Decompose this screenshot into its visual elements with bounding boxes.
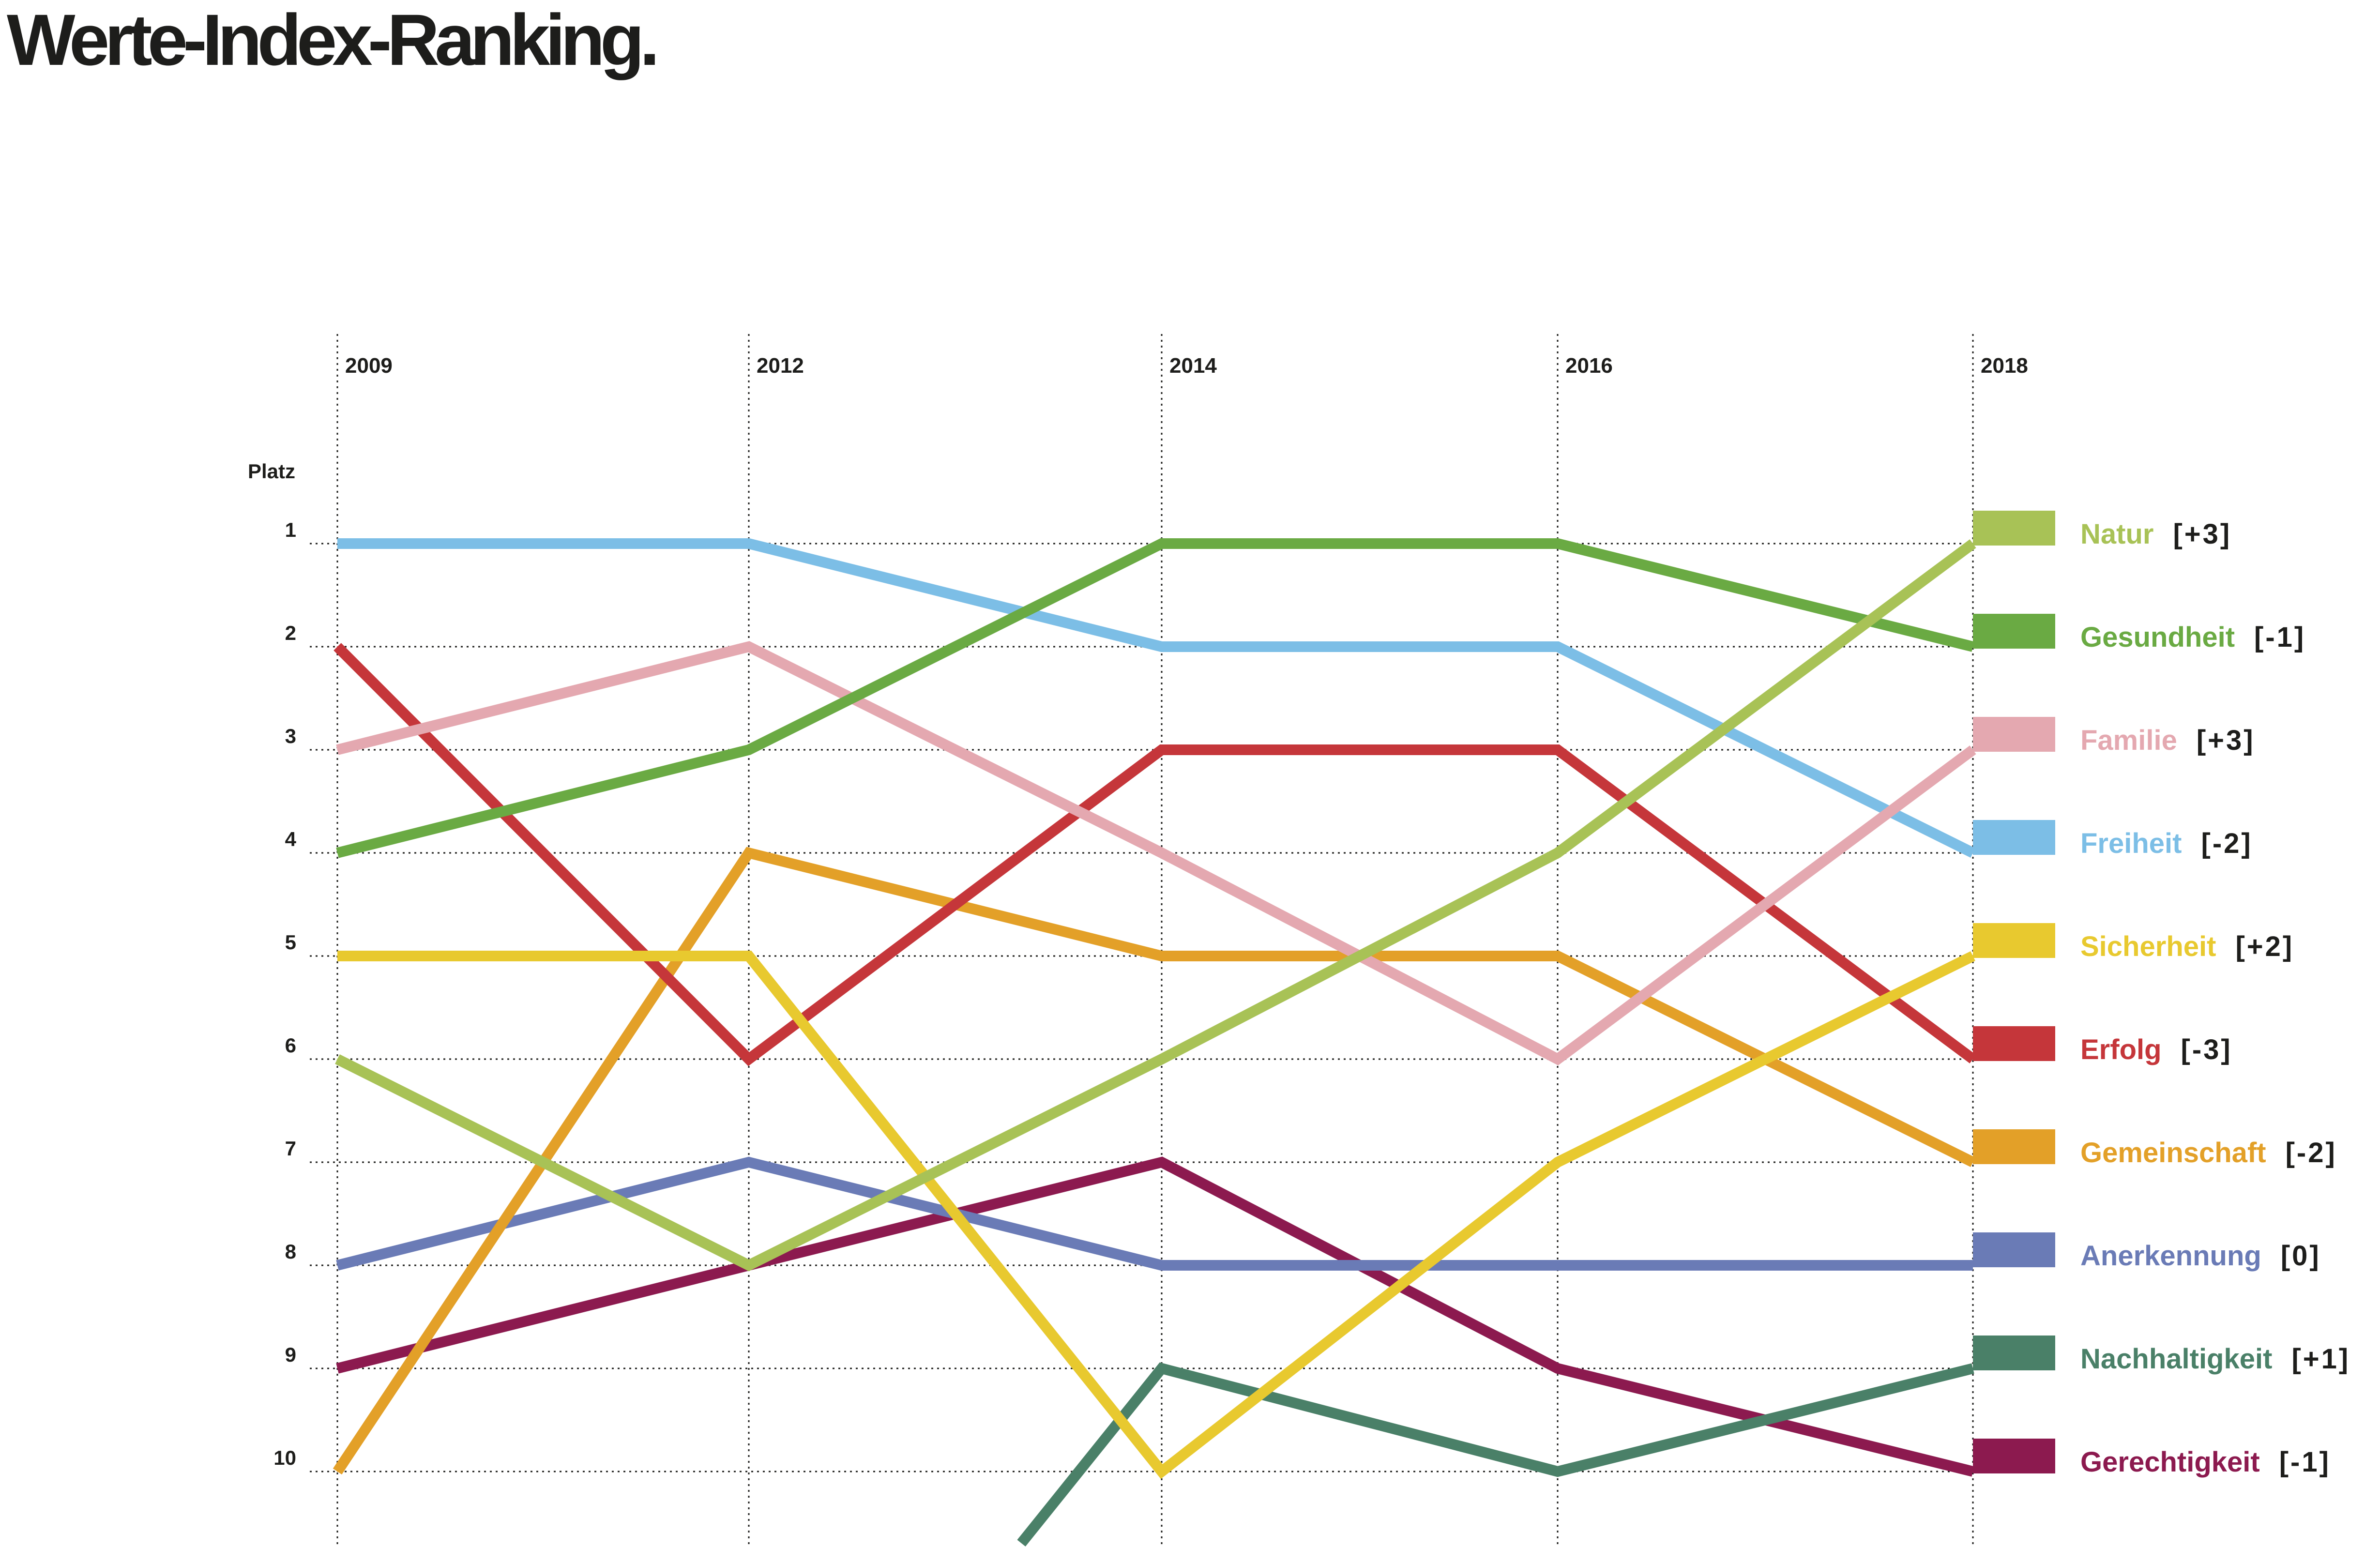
legend-change: [-3]: [2181, 1034, 2232, 1065]
legend-swatch: [1973, 614, 2055, 649]
rank-label: 2: [285, 622, 296, 644]
legend-swatch: [1973, 511, 2055, 546]
data-point: [337, 1368, 338, 1369]
series-lines: [333, 538, 1976, 1547]
series-line-nachhaltigkeit: [1017, 1362, 1974, 1547]
y-axis-title: Platz: [248, 460, 295, 483]
data-point: [1557, 1059, 1558, 1060]
rank-label: 3: [285, 725, 296, 747]
data-point: [1557, 1368, 1558, 1369]
legend-label: Sicherheit: [2080, 931, 2216, 962]
data-point: [748, 1265, 749, 1266]
rank-label: 9: [285, 1343, 296, 1366]
legend-swatch: [1973, 1129, 2055, 1164]
data-point: [1557, 749, 1558, 750]
year-label: 2016: [1565, 354, 1613, 378]
legend-swatch: [1973, 1439, 2055, 1473]
data-point: [1557, 1265, 1558, 1266]
legend-change: [+1]: [2291, 1343, 2350, 1375]
data-point: [1557, 1471, 1558, 1472]
legend-label: Gemeinschaft: [2080, 1137, 2266, 1169]
legend-swatch: [1973, 717, 2055, 752]
data-point: [1161, 1162, 1162, 1163]
rank-label: 1: [285, 518, 296, 541]
data-point: [748, 852, 749, 853]
data-point: [748, 543, 749, 544]
rank-labels: Platz 1 2 3 4 5 6 7 8 9 10: [248, 460, 297, 1469]
data-point: [1161, 1265, 1162, 1266]
data-point: [1557, 852, 1558, 853]
legend-swatch: [1973, 1232, 2055, 1267]
data-point: [748, 749, 749, 750]
data-point: [1161, 1471, 1162, 1472]
legend-label: Familie: [2080, 725, 2177, 756]
series-line-gesundheit: [336, 538, 1974, 858]
data-point: [1161, 1368, 1162, 1369]
data-point: [337, 1471, 338, 1472]
legend-swatch: [1973, 923, 2055, 958]
page-title: Werte-Index-Ranking.: [7, 0, 660, 80]
data-point: [1161, 1059, 1162, 1060]
legend-change: [-2]: [2201, 828, 2253, 859]
legend-change: [-2]: [2286, 1137, 2337, 1169]
rank-label: 5: [285, 931, 296, 954]
legend-label: Freiheit: [2080, 828, 2182, 859]
series-line-natur: [335, 539, 1976, 1272]
legend-label: Erfolg: [2080, 1034, 2162, 1065]
legend-change: [+3]: [2173, 518, 2231, 550]
rank-label: 7: [285, 1137, 296, 1160]
data-point: [337, 646, 338, 647]
legend-swatch: [1973, 1026, 2055, 1061]
rank-label: 8: [285, 1240, 296, 1263]
legend-change: [-1]: [2279, 1446, 2331, 1478]
legend-swatch: [1973, 1336, 2055, 1370]
data-point: [337, 749, 338, 750]
legend: Natur [+3] Gesundheit [-1] Familie [+3] Freihe…: [1973, 511, 2350, 1478]
data-point: [1161, 749, 1162, 750]
data-point: [1557, 543, 1558, 544]
data-point: [1557, 1162, 1558, 1163]
legend-label: Natur: [2080, 518, 2153, 550]
legend-label: Gerechtigkeit: [2080, 1446, 2260, 1478]
data-point: [748, 646, 749, 647]
legend-label: Nachhaltigkeit: [2080, 1343, 2272, 1375]
year-label: 2009: [345, 354, 393, 378]
data-point: [337, 1059, 338, 1060]
legend-swatch: [1973, 820, 2055, 855]
legend-change: [+3]: [2197, 725, 2255, 756]
legend-change: [0]: [2281, 1240, 2321, 1272]
data-point: [1161, 646, 1162, 647]
data-point: [337, 1265, 338, 1266]
data-point: [1161, 543, 1162, 544]
year-label: 2014: [1169, 354, 1217, 378]
year-labels: 2009 2012 2014 2016 2018: [345, 354, 2028, 378]
data-point: [748, 1059, 749, 1060]
rank-label: 4: [285, 828, 297, 850]
rank-label: 10: [273, 1446, 296, 1469]
legend-label: Anerkennung: [2080, 1240, 2261, 1272]
legend-change: [+2]: [2235, 931, 2294, 962]
year-label: 2018: [1981, 354, 2028, 378]
data-point: [337, 852, 338, 853]
data-point: [748, 1162, 749, 1163]
rank-label: 6: [285, 1034, 296, 1057]
data-point: [1161, 852, 1162, 853]
data-point: [1557, 646, 1558, 647]
series-line-sicherheit: [337, 951, 1975, 1479]
legend-change: [-1]: [2254, 622, 2305, 653]
legend-label: Gesundheit: [2080, 622, 2235, 653]
data-point: [337, 543, 338, 544]
year-label: 2012: [757, 354, 804, 378]
